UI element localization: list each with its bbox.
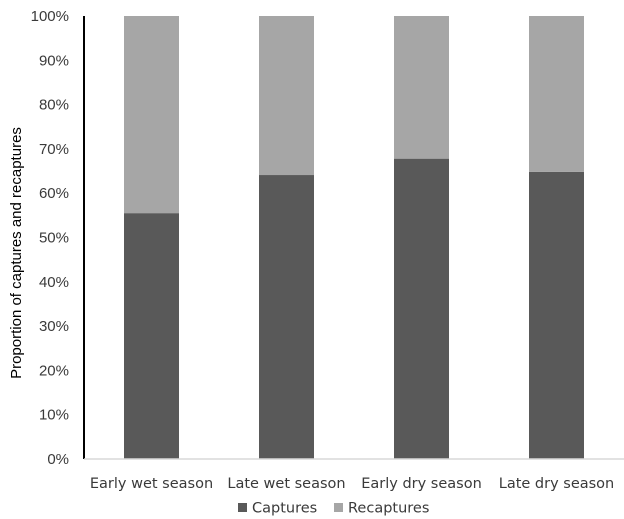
bar-recaptures-1 [124, 16, 179, 214]
legend-label-recaptures: Recaptures [348, 501, 429, 517]
y-tick-label: 90% [39, 52, 69, 69]
x-category-label: Late wet season [227, 476, 345, 492]
bar-captures-3 [394, 158, 449, 459]
y-tick-label: 30% [39, 318, 69, 335]
y-tick-label: 20% [39, 362, 69, 379]
bar-recaptures-4 [529, 16, 584, 172]
x-category-label: Late dry season [499, 476, 615, 492]
x-category-label: Early wet season [90, 476, 213, 492]
legend-swatch-captures [238, 503, 247, 512]
legend: Captures Recaptures [238, 501, 429, 517]
y-tick-label: 10% [39, 407, 69, 424]
bar-captures-4 [529, 171, 584, 459]
bars-group [124, 16, 584, 460]
y-tick-label: 0% [47, 451, 69, 468]
y-tick-label: 40% [39, 274, 69, 291]
legend-label-captures: Captures [252, 501, 317, 517]
y-tick-label: 60% [39, 185, 69, 202]
y-tick-label: 70% [39, 141, 69, 158]
y-tick-label: 80% [39, 97, 69, 114]
y-tick-label: 100% [31, 8, 69, 25]
legend-swatch-recaptures [334, 503, 343, 512]
bar-recaptures-3 [394, 16, 449, 159]
y-axis-title: Proportion of captures and recaptures [8, 127, 25, 379]
bar-recaptures-2 [259, 16, 314, 176]
bar-captures-2 [259, 175, 314, 460]
y-tick-label: 50% [39, 230, 69, 247]
bar-captures-1 [124, 213, 179, 459]
x-category-label: Early dry season [361, 476, 482, 492]
x-category-labels: Early wet season Late wet season Early dry… [90, 476, 614, 492]
y-tick-labels: 0% 10% 20% 30% 40% 50% 60% 70% 80% 90% 100% [31, 8, 69, 468]
